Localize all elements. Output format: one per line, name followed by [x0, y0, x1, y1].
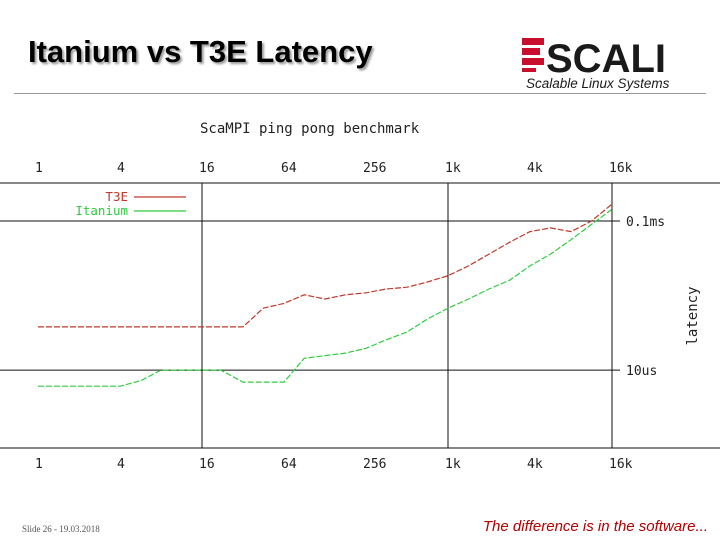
- chart-ticks: 1 1 4 4 16 16 64 64 256 256 1k 1k 4k 4k 16k 16k 0.1ms 10u…: [35, 161, 665, 472]
- svg-text:Scalable Linux Systems: Scalable Linux Systems: [526, 76, 670, 91]
- x-tick-top-1: 1: [35, 161, 43, 176]
- x-tick-top-16: 16: [199, 161, 215, 176]
- x-tick-bottom-1k: 1k: [445, 457, 461, 472]
- scali-logo: SCALI Scalable Linux Systems: [522, 37, 670, 91]
- x-tick-top-4: 4: [117, 161, 125, 176]
- legend-label-t3e: T3E: [105, 189, 128, 204]
- slide-title: Itanium vs T3E Latency: [28, 34, 373, 69]
- svg-text:SCALI: SCALI: [546, 37, 666, 81]
- tagline-footer: The difference is in the software...: [482, 518, 708, 535]
- slide-number: Slide 26 - 19.03.2018: [22, 524, 100, 534]
- y-tick-label-0: 0.1ms: [626, 215, 665, 230]
- chart-title: ScaMPI ping pong benchmark: [200, 121, 420, 137]
- x-tick-bottom-16: 16: [199, 457, 215, 472]
- chart-series: [38, 203, 613, 387]
- series-line-t3e: [38, 203, 613, 328]
- series-line-itanium: [38, 208, 613, 387]
- x-tick-top-256: 256: [363, 161, 386, 176]
- x-tick-top-1k: 1k: [445, 161, 461, 176]
- x-tick-bottom-4k: 4k: [527, 457, 543, 472]
- x-tick-bottom-4: 4: [117, 457, 125, 472]
- x-tick-top-4k: 4k: [527, 161, 543, 176]
- title-divider: [14, 93, 706, 94]
- y-axis-label: latency: [685, 286, 701, 345]
- x-tick-bottom-64: 64: [281, 457, 297, 472]
- legend-label-itanium: Itanium: [75, 203, 128, 218]
- x-tick-bottom-256: 256: [363, 457, 386, 472]
- logo-bars-icon: [522, 38, 544, 72]
- x-tick-bottom-16k: 16k: [609, 457, 633, 472]
- chart-grid: [0, 182, 720, 449]
- x-tick-top-16k: 16k: [609, 161, 633, 176]
- x-tick-top-64: 64: [281, 161, 297, 176]
- x-tick-bottom-1: 1: [35, 457, 43, 472]
- y-tick-label-1: 10us: [626, 364, 657, 379]
